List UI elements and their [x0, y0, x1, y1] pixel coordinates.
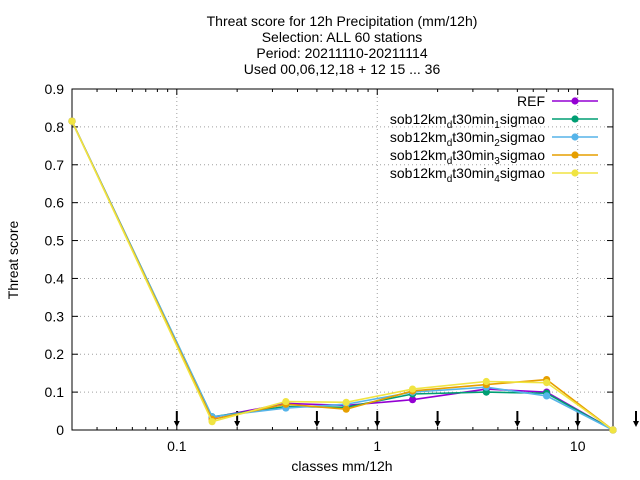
y-axis-label: Threat score	[5, 220, 21, 299]
legend-label: sob12kmdt30min1sigmao	[390, 111, 545, 131]
chart-title: Threat score for 12h Precipitation (mm/1…	[207, 13, 478, 77]
legend-label-part: REF	[517, 93, 545, 109]
legend-label-part: d	[447, 174, 453, 185]
y-tick-label: 0.6	[45, 195, 65, 211]
y-tick-label: 0.5	[45, 233, 65, 249]
data-point	[482, 388, 490, 396]
series-line	[71, 120, 614, 431]
class-marker-head	[313, 421, 320, 427]
legend-swatch-marker	[571, 133, 579, 141]
x-tick-label: 0.1	[167, 438, 187, 454]
legend-label-part: sigmao	[500, 129, 545, 145]
legend-label-part: sob12km	[390, 111, 447, 127]
y-tick-label: 0.2	[45, 346, 65, 362]
class-markers	[173, 411, 639, 427]
legend-label-part: t30min	[452, 165, 494, 181]
legend-label-part: t30min	[452, 111, 494, 127]
class-marker-head	[574, 421, 581, 427]
title-line-1: Threat score for 12h Precipitation (mm/1…	[207, 13, 478, 29]
class-marker-head	[434, 421, 441, 427]
legend-label: sob12kmdt30min3sigmao	[390, 147, 545, 167]
legend-label: REF	[517, 93, 545, 109]
legend: REFsob12kmdt30min1sigmaosob12kmdt30min2s…	[390, 93, 598, 185]
legend-label-part: t30min	[452, 129, 494, 145]
series-line	[71, 120, 614, 431]
legend-label-part: d	[447, 120, 453, 131]
data-point	[408, 385, 417, 393]
y-tick-label: 0.8	[45, 119, 65, 135]
legend-label-part: d	[447, 138, 453, 149]
legend-label-part: 4	[494, 174, 500, 185]
y-tick-label: 0	[56, 422, 64, 438]
legend-label-part: t30min	[452, 147, 494, 163]
data-point	[408, 396, 417, 404]
legend-swatch-marker	[571, 97, 579, 105]
data-point	[342, 405, 350, 413]
title-line-4: Used 00,06,12,18 + 12 15 ... 36	[244, 61, 441, 77]
legend-swatch-marker	[571, 169, 579, 177]
data-point	[543, 392, 551, 400]
legend-swatch-marker	[571, 115, 579, 123]
data-point	[68, 117, 76, 125]
legend-label-part: sigmao	[500, 165, 545, 181]
class-marker-head	[633, 421, 639, 427]
plot-frame	[71, 88, 614, 431]
class-marker-head	[374, 421, 381, 427]
legend-label-part: 3	[494, 156, 500, 167]
class-marker-head	[173, 421, 180, 427]
data-point	[609, 426, 617, 434]
series-layer	[68, 117, 617, 434]
legend-label: sob12kmdt30min2sigmao	[390, 129, 545, 149]
data-point	[282, 397, 290, 406]
class-marker-head	[514, 421, 521, 427]
title-line-2: Selection: ALL 60 stations	[262, 29, 423, 45]
y-tick-label: 0.4	[45, 270, 65, 286]
title-line-3: Period: 20211110-20211114	[256, 45, 427, 61]
y-tick-label: 0.1	[45, 384, 65, 400]
y-tick-label: 0.3	[45, 308, 65, 324]
x-tick-label: 10	[570, 438, 586, 454]
data-point	[208, 418, 216, 426]
legend-label-part: sob12km	[390, 165, 447, 181]
legend-label-part: sigmao	[500, 111, 545, 127]
x-axis-label: classes mm/12h	[291, 458, 392, 474]
series-line	[71, 120, 614, 431]
data-point	[543, 379, 551, 387]
legend-label: sob12kmdt30min4sigmao	[390, 165, 545, 185]
y-tick-label: 0.7	[45, 157, 65, 173]
legend-label-part: sob12km	[390, 147, 447, 163]
legend-label-part: d	[447, 156, 453, 167]
series-5	[68, 117, 617, 434]
legend-label-part: sigmao	[500, 147, 545, 163]
legend-swatch-marker	[571, 151, 579, 159]
data-point	[342, 398, 350, 406]
legend-label-part: 1	[494, 120, 500, 131]
y-axis: 0 0.1 0.2 0.3 0.4 0.5 0.6 0.7 0.8 0.9	[45, 81, 613, 438]
legend-label-part: 2	[494, 138, 500, 149]
class-marker-head	[234, 421, 241, 427]
x-axis: 0.1 1 10	[96, 89, 586, 454]
x-tick-label: 1	[373, 438, 381, 454]
data-point	[482, 377, 490, 386]
y-tick-label: 0.9	[45, 81, 65, 97]
grid	[72, 89, 613, 430]
legend-label-part: sob12km	[390, 129, 447, 145]
